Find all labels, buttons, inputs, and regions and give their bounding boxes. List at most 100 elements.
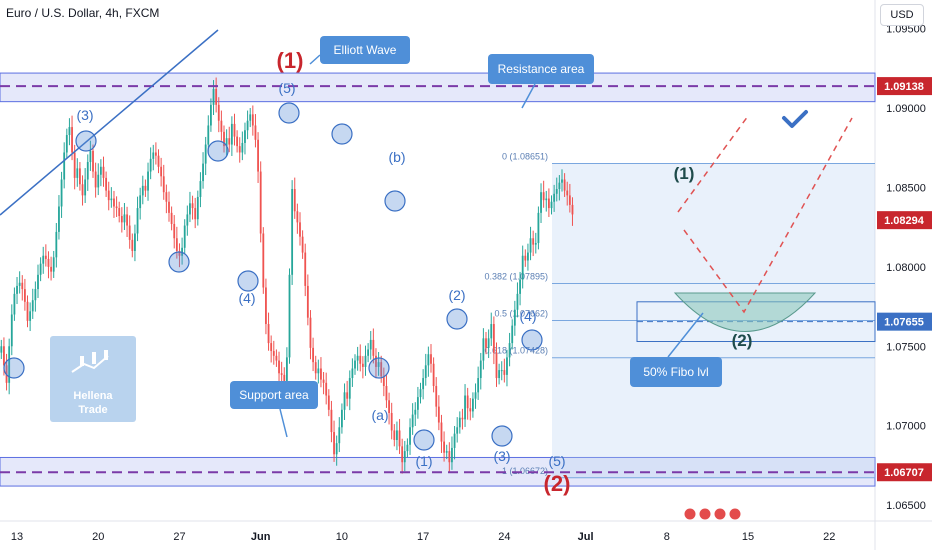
candle-body xyxy=(469,408,472,412)
wave-label: (3) xyxy=(76,107,93,123)
economic-events[interactable] xyxy=(683,507,742,521)
candle-body xyxy=(443,441,445,453)
price-tag-label: 1.09138 xyxy=(884,81,924,93)
candle-body xyxy=(482,338,485,361)
candle-body xyxy=(419,389,422,398)
candle-body xyxy=(306,285,309,318)
candle-body xyxy=(212,88,215,105)
candle-body xyxy=(141,185,144,196)
candle-body xyxy=(267,324,270,344)
candle-body xyxy=(346,392,349,399)
candle-body xyxy=(34,289,37,301)
candle-body xyxy=(168,201,170,213)
candle-body xyxy=(532,238,535,245)
candle-body xyxy=(566,190,569,196)
candle-body xyxy=(120,216,123,223)
candle-body xyxy=(37,274,39,290)
candle-body xyxy=(542,192,545,201)
candle-body xyxy=(322,379,325,383)
price-tick-label: 1.08500 xyxy=(886,182,926,194)
candle-body xyxy=(204,144,207,164)
candle-body xyxy=(275,355,278,361)
candle-body xyxy=(348,378,351,399)
candle-body xyxy=(411,414,414,428)
watermark-line2: Trade xyxy=(78,404,108,416)
candle-body xyxy=(351,368,354,379)
candle-body xyxy=(312,347,314,363)
candle-body xyxy=(97,174,100,188)
candle-body xyxy=(110,198,113,201)
candle-body xyxy=(65,135,68,153)
candle-body xyxy=(571,204,574,215)
price-tag xyxy=(877,77,932,96)
callout-pointer xyxy=(309,54,321,65)
price-tag xyxy=(877,463,932,482)
candle-body xyxy=(354,360,356,369)
candle-body xyxy=(427,354,430,366)
candle-body xyxy=(527,252,529,261)
price-tag-label: 1.07655 xyxy=(884,317,924,329)
time-tick-label: 24 xyxy=(498,531,510,543)
fib-level-label: 0.618 (1.07428) xyxy=(484,346,548,356)
candle-body xyxy=(196,196,199,220)
candle-body xyxy=(170,212,173,224)
candle-body xyxy=(440,422,443,442)
price-tick-label: 1.09500 xyxy=(886,24,926,36)
symbol-title: Euro / U.S. Dollar, 4h, FXCM xyxy=(6,6,160,20)
flag-icon xyxy=(713,507,727,521)
callout-pointer xyxy=(279,408,288,438)
candle-body xyxy=(461,417,464,420)
wave-label: (1) xyxy=(674,164,695,183)
wave-marker xyxy=(384,190,406,212)
candle-body xyxy=(477,378,480,393)
candle-body xyxy=(317,368,320,374)
candle-body xyxy=(375,355,377,367)
callout-box[interactable] xyxy=(488,54,594,84)
candle-body xyxy=(225,138,228,147)
candle-body xyxy=(0,346,3,353)
candle-body xyxy=(534,243,537,245)
chart-logo-icon xyxy=(71,350,109,373)
price-tick-label: 1.09000 xyxy=(886,103,926,115)
wave-marker xyxy=(237,270,259,292)
candle-body xyxy=(165,192,168,202)
wave-marker xyxy=(207,140,229,162)
candle-body xyxy=(304,252,307,286)
candle-body xyxy=(508,343,511,358)
candle-body xyxy=(513,309,516,326)
currency-button[interactable]: USD xyxy=(880,4,924,26)
callout-box[interactable] xyxy=(630,357,722,387)
time-tick-label: 15 xyxy=(742,531,754,543)
wave-labels: (1) (5) (3) (4) (b) (a) (2) (4) (1) (3) (5) (2) (1) (… xyxy=(76,48,752,496)
candle-body xyxy=(52,257,55,272)
wave-label: (2) xyxy=(544,471,571,496)
candle-body xyxy=(73,152,76,178)
callout-box[interactable] xyxy=(230,381,318,409)
candle-body xyxy=(335,443,338,455)
fib-level-label: 1 (1.06672) xyxy=(502,466,548,476)
callout-box[interactable] xyxy=(320,36,410,64)
candle-body xyxy=(199,181,202,197)
candle-body xyxy=(265,287,267,325)
candle-body xyxy=(154,152,157,156)
trend-line[interactable] xyxy=(0,29,219,216)
candle-body xyxy=(472,398,474,412)
wave-marker xyxy=(521,329,543,351)
time-tick-label: 17 xyxy=(417,531,429,543)
candle-body xyxy=(23,289,26,302)
candle-body xyxy=(537,212,540,244)
candle-body xyxy=(445,451,448,453)
candle-body xyxy=(113,198,115,207)
candle-body xyxy=(136,208,139,234)
callout-label: Elliott Wave xyxy=(334,43,397,57)
wave-marker xyxy=(446,308,468,330)
candle-body xyxy=(416,397,419,410)
price-axis[interactable]: 1.09500 1.09000 1.08500 1.08000 1.07500 1.070… xyxy=(877,24,932,513)
candle-body xyxy=(233,123,236,137)
time-axis[interactable]: 13 20 27 Jun 10 17 24 Jul 8 15 22 xyxy=(11,531,835,543)
candle-body xyxy=(466,395,469,409)
wave-label: (1) xyxy=(277,48,304,73)
candle-body xyxy=(84,179,87,196)
callout-pointer xyxy=(521,83,536,109)
